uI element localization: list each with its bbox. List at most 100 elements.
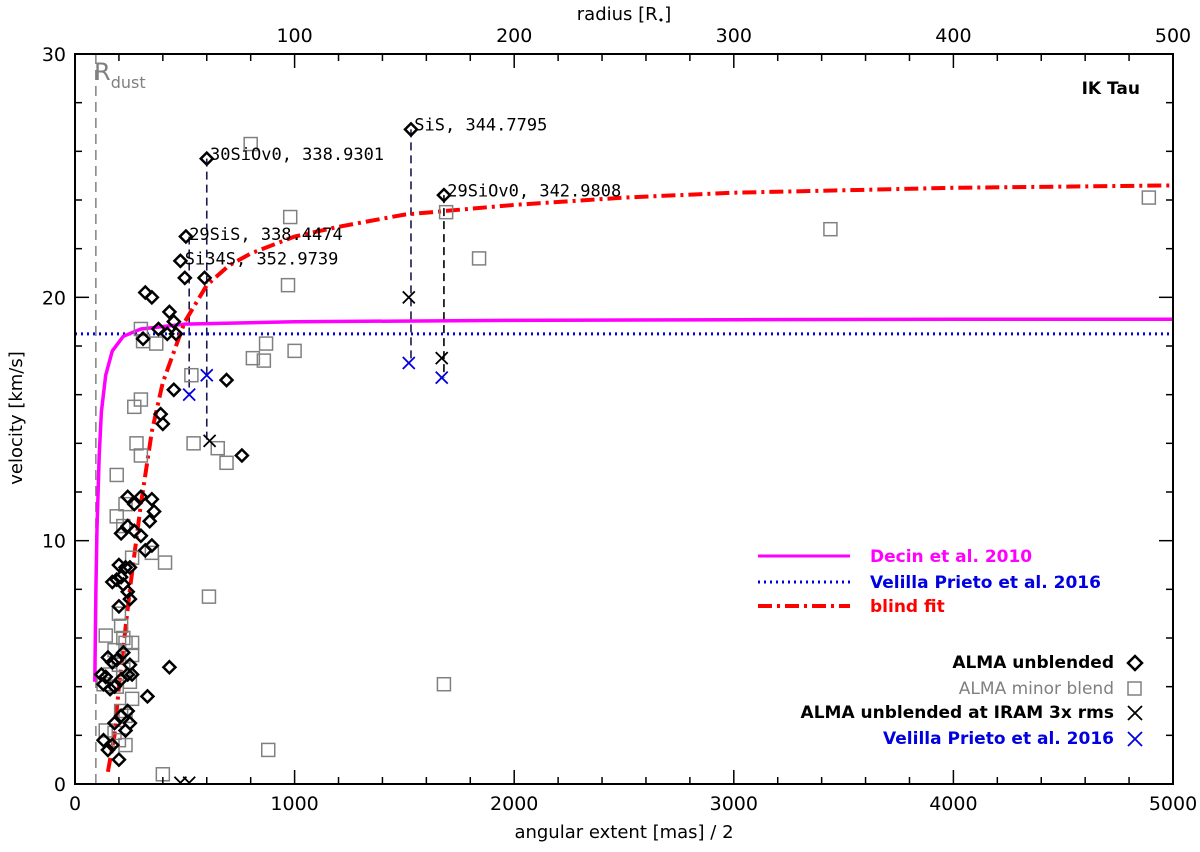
unblended-point	[168, 326, 184, 342]
x-tick-label: 1000	[270, 793, 318, 815]
minor-blend-point	[98, 628, 113, 643]
y-tick-label: 0	[54, 774, 66, 796]
x-tick-label: 2000	[490, 793, 538, 815]
x2-tick-label: 200	[496, 25, 532, 47]
line-annotation: SiS, 344.7795	[414, 116, 547, 136]
minor-blend-point	[129, 436, 144, 451]
unblended-point	[106, 715, 123, 731]
unblended-point	[135, 330, 151, 347]
minor-blend-point	[256, 353, 272, 368]
x-tick-label: 0	[69, 793, 81, 815]
minor-blend-point	[184, 367, 199, 383]
minor-blend-point	[124, 635, 140, 651]
minor-blend-point	[219, 455, 234, 471]
unblended-point	[113, 671, 129, 688]
unblended-point	[111, 598, 127, 615]
unblended-point	[115, 644, 132, 661]
unblended-point	[122, 715, 138, 731]
minor-blend-point	[823, 221, 838, 237]
unblended-point	[122, 559, 138, 576]
unblended-point	[196, 270, 213, 286]
unblended-point	[161, 304, 178, 320]
minor-blend-point	[287, 343, 302, 359]
iram-point	[402, 290, 416, 304]
x2-tick-label: 400	[935, 25, 971, 47]
unblended-point	[104, 574, 121, 590]
x-axis-label: angular extent [mas] / 2	[514, 822, 733, 843]
unblended-point	[126, 496, 143, 512]
unblended-point	[172, 253, 189, 269]
unblended-point	[403, 121, 419, 138]
y-axis-label: velocity [km/s]	[6, 351, 27, 485]
unblended-point	[104, 737, 121, 753]
unblended-point	[108, 652, 125, 668]
legend-iram-label: ALMA unblended at IRAM 3x rms	[801, 703, 1114, 723]
minor-blend-point	[201, 589, 217, 604]
line-annotation: 29SiS, 338.4474	[189, 225, 343, 245]
minor-blend-point	[111, 606, 127, 621]
iram-point	[182, 776, 196, 784]
unblended-point	[102, 681, 118, 697]
legend-blind-label: blind fit	[870, 597, 945, 617]
unblended-point	[133, 528, 149, 544]
minor-blend-point	[144, 545, 160, 561]
legend-iram-marker	[1127, 705, 1143, 721]
iram-point	[435, 351, 449, 365]
minor-blend-point	[116, 518, 131, 534]
unblended-point	[113, 525, 129, 542]
minor-blend-point	[116, 630, 131, 646]
line-annotation: 30SiOv0, 338.9301	[210, 145, 384, 165]
minor-blend-point	[133, 448, 149, 463]
unblended-point	[117, 559, 134, 576]
unblended-point	[198, 150, 215, 167]
unblended-point	[106, 678, 123, 695]
minor-blend-point	[438, 204, 454, 220]
decin-curve	[93, 317, 1173, 682]
minor-blend-point	[436, 676, 452, 692]
legend-velilla-points-marker	[1127, 731, 1143, 747]
velilla-prieto-point	[200, 368, 214, 382]
x-tick-label: 5000	[1149, 793, 1197, 815]
unblended-point	[177, 270, 193, 286]
legend-velilla-label: Velilla Prieto et al. 2016	[870, 573, 1101, 593]
unblended-point	[139, 688, 156, 705]
unblended-point	[436, 187, 452, 203]
velilla-prieto-point	[182, 388, 196, 402]
unblended-point	[218, 372, 235, 388]
line-annotation: 29SiOv0, 342.9808	[447, 181, 621, 201]
minor-blend-point	[124, 691, 140, 707]
line-annotation: Si34S, 352.9739	[185, 249, 339, 269]
legend-points: ALMA unblended ALMA minor blend ALMA unb…	[801, 653, 1144, 749]
minor-blend-point	[157, 555, 173, 570]
unblended-point	[119, 583, 136, 600]
legend-lines: Decin et al. 2010 Velilla Prieto et al. …	[758, 547, 1101, 617]
blind-fit-curve	[105, 183, 1173, 773]
unblended-point	[141, 513, 158, 529]
unblended-point	[122, 591, 138, 607]
minor-blend-point	[243, 136, 258, 152]
minor-blend-point	[245, 350, 261, 366]
unblended-point	[124, 666, 140, 683]
minor-blend-point	[133, 392, 149, 407]
minor-blend-point	[118, 496, 133, 512]
minor-blend-point	[113, 618, 129, 634]
x2-tick-label: 500	[1155, 25, 1191, 47]
unblended-point	[133, 489, 149, 505]
minor-blend-point	[280, 277, 296, 293]
unblended-point	[234, 447, 250, 464]
minor-blend-point	[258, 336, 274, 351]
y-tick-label: 10	[42, 531, 66, 553]
unblended-point	[146, 503, 162, 520]
legend-minor-blend-marker	[1127, 681, 1142, 696]
minor-blend-point	[260, 742, 276, 758]
legend-velilla-points-label: Velilla Prieto et al. 2016	[883, 729, 1114, 749]
unblended-point	[161, 659, 178, 675]
unblended-point	[166, 382, 182, 398]
unblended-point	[111, 751, 127, 768]
minor-blend-point	[109, 467, 124, 483]
x-tick-label: 4000	[929, 793, 977, 815]
unblended-point	[137, 542, 154, 559]
unblended-point	[119, 703, 136, 719]
